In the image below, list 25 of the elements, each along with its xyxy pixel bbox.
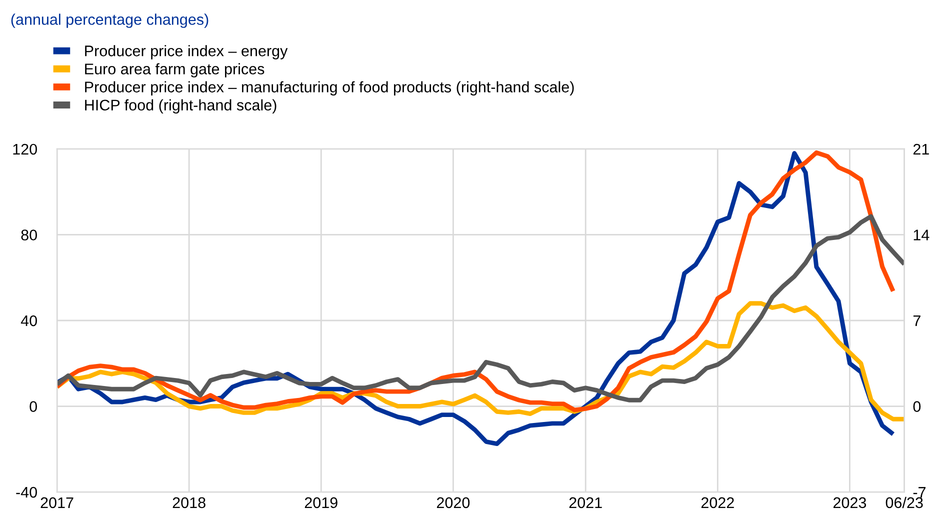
y-tick-label: 120	[13, 144, 37, 155]
y2-tick-label: 14	[914, 230, 930, 240]
x-tick-label: 2021	[569, 497, 602, 508]
x-tick-label: 2020	[436, 497, 470, 508]
x-tick-label: 06/23	[886, 496, 923, 508]
y-tick-label: 40	[20, 315, 37, 326]
legend-label: Producer price index – manufacturing of food products (right-hand scale)	[85, 81, 574, 96]
line-series	[57, 301, 904, 422]
y-tick-label: 80	[21, 230, 37, 240]
y2-tick-label: 21	[913, 144, 929, 155]
y2-tick-label: 7	[913, 316, 920, 326]
x-tick-label: 2022	[701, 497, 734, 508]
legend-label: Producer price index – energy	[85, 45, 288, 60]
x-tick-label: 2017	[40, 497, 74, 508]
y-tick-label: 0	[30, 401, 37, 412]
x-tick-label: 2019	[304, 497, 338, 508]
x-tick-label: 2018	[172, 497, 206, 508]
y2-tick-label: -7	[913, 487, 926, 498]
y2-tick-label: 0	[913, 401, 921, 412]
x-tick-label: 2023	[833, 497, 866, 508]
legend-label: Euro area farm gate prices	[85, 63, 264, 78]
y-tick-label: -40	[16, 486, 37, 498]
line-series	[57, 214, 904, 402]
chart-title: (annual percentage changes)	[11, 14, 208, 28]
legend-label: HICP food (right-hand scale)	[85, 99, 276, 114]
